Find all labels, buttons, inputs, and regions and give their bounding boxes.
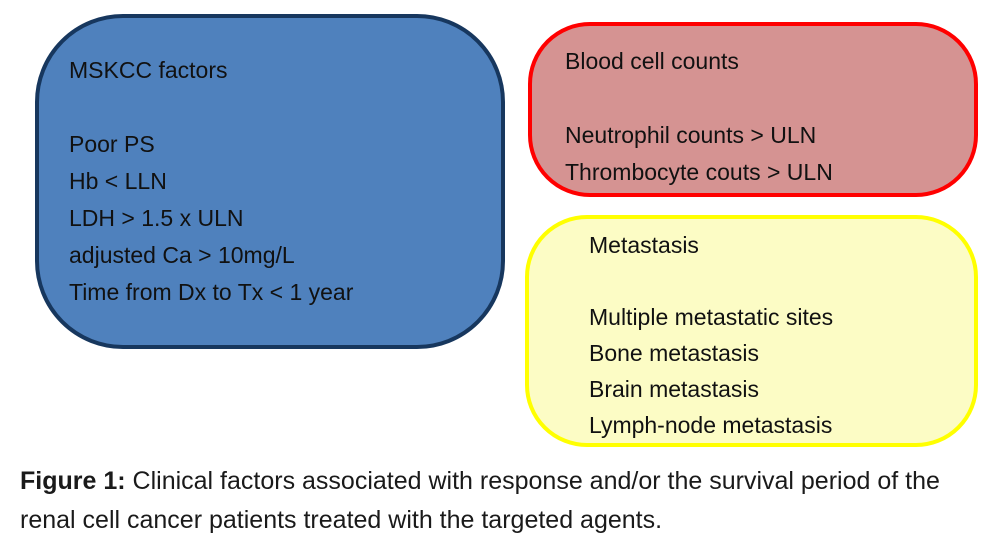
mskcc-factors-box: MSKCC factors Poor PS Hb < LLN LDH > 1.5…	[35, 14, 505, 349]
box-title-mskcc: MSKCC factors	[69, 57, 228, 83]
factor-line: adjusted Ca > 10mg/L	[69, 242, 295, 268]
factor-line: Bone metastasis	[589, 340, 760, 366]
factor-line: Multiple metastatic sites	[589, 304, 834, 330]
factor-line: LDH > 1.5 x ULN	[69, 205, 244, 231]
factor-line: Thrombocyte couts > ULN	[565, 159, 833, 185]
blood-cell-counts-box: Blood cell counts Neutrophil counts > UL…	[528, 22, 978, 197]
factor-line: Neutrophil counts > ULN	[565, 122, 817, 148]
spacer	[69, 89, 483, 126]
factor-line: Hb < LLN	[69, 168, 167, 194]
factor-line: Poor PS	[69, 131, 155, 157]
caption-label: Figure 1:	[20, 467, 126, 495]
spacer	[565, 80, 956, 117]
caption-text: Clinical factors associated with respons…	[20, 467, 940, 534]
factor-line: Lymph-node metastasis	[589, 412, 833, 438]
metastasis-box: Metastasis Multiple metastatic sites Bon…	[525, 215, 978, 447]
factor-line: Time from Dx to Tx < 1 year	[69, 279, 354, 305]
figure-caption: Figure 1: Clinical factors associated wi…	[20, 462, 985, 540]
box-title-metastasis: Metastasis	[589, 232, 699, 258]
box-title-blood: Blood cell counts	[565, 48, 739, 74]
factor-line: Brain metastasis	[589, 376, 760, 402]
spacer	[589, 263, 956, 299]
